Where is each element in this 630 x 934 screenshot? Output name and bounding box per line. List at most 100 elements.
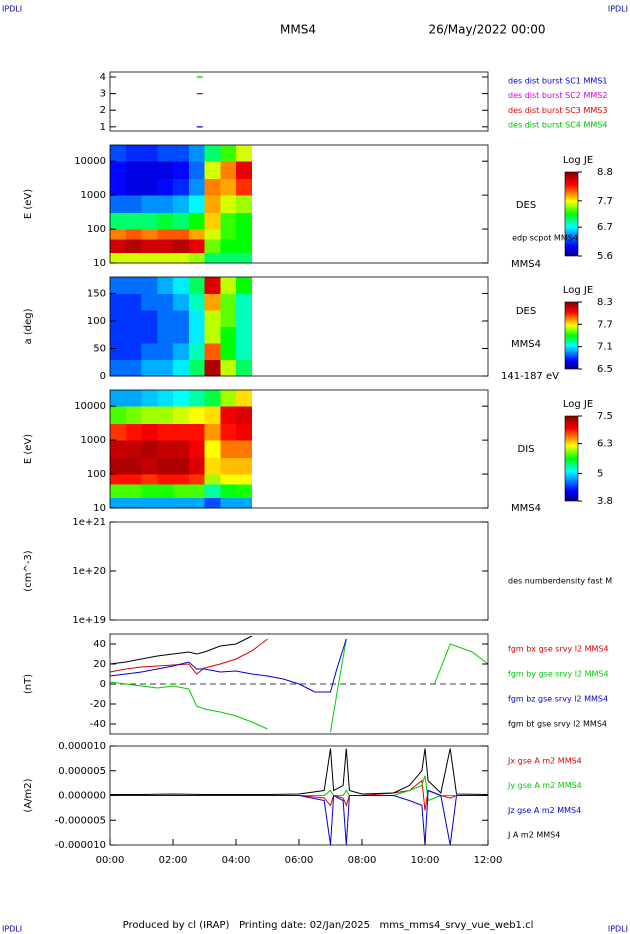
heatmap-cell xyxy=(220,474,237,485)
heatmap-cell xyxy=(236,161,253,180)
heatmap-cell xyxy=(141,423,158,441)
annotation: MMS4 xyxy=(511,503,541,514)
heatmap-cell xyxy=(188,390,205,407)
heatmap-cell xyxy=(125,195,142,214)
heatmap-cell xyxy=(236,293,253,311)
heatmap-cell xyxy=(204,423,221,441)
y-tick-label: 10000 xyxy=(74,401,106,412)
panel-frame xyxy=(109,389,489,509)
heatmap-cell xyxy=(157,484,174,499)
heatmap-cell xyxy=(188,277,205,294)
heatmap-cell xyxy=(110,440,127,459)
heatmap-cell xyxy=(157,359,174,377)
heatmap-cell xyxy=(125,239,142,254)
y-axis-label: a (deg) xyxy=(23,308,34,344)
spacecraft: MMS4 xyxy=(280,23,316,37)
heatmap-cell xyxy=(157,326,174,344)
heatmap-cell xyxy=(110,229,127,240)
heatmap-cell xyxy=(110,239,127,254)
heatmap-cell xyxy=(236,229,253,240)
heatmap-cell xyxy=(188,406,205,425)
y-tick-label: 150 xyxy=(87,289,106,300)
legend-entry: des numberdensity fast M xyxy=(508,576,612,585)
annotation: edp scpot MMS4 xyxy=(512,234,578,243)
y-tick-label: 100 xyxy=(87,316,106,327)
heatmap-cell xyxy=(204,161,221,180)
heatmap-cell xyxy=(125,497,142,509)
heatmap-cell xyxy=(125,229,142,240)
legend-entry: des dist burst SC4 MMS4 xyxy=(508,121,607,130)
heatmap-cell xyxy=(236,212,253,230)
heatmap-cell xyxy=(157,145,174,162)
heatmap-cell xyxy=(110,474,127,485)
heatmap-cell xyxy=(173,252,190,264)
heatmap-cell xyxy=(188,474,205,485)
legend-entry: Jy gse A m2 MMS4 xyxy=(507,781,582,790)
heatmap-cell xyxy=(204,277,221,294)
heatmap-cell xyxy=(110,277,127,294)
heatmap-cell xyxy=(110,497,127,509)
heatmap-cell xyxy=(173,497,190,509)
heatmap-cell xyxy=(110,161,127,180)
x-tick-label: 00:00 xyxy=(96,855,125,866)
date: 26/May/2022 00:00 xyxy=(428,23,545,37)
heatmap-cell xyxy=(157,229,174,240)
heatmap-cell xyxy=(236,406,253,425)
heatmap-cell xyxy=(236,359,253,377)
heatmap-cell xyxy=(173,440,190,459)
heatmap-cell xyxy=(204,497,221,509)
heatmap-cell xyxy=(157,178,174,196)
logo: IPDLI xyxy=(608,925,628,934)
heatmap-cell xyxy=(125,406,142,425)
y-tick-label: 0.000010 xyxy=(58,741,106,752)
colorbar-title: Log JE xyxy=(563,285,593,296)
annotation: DES xyxy=(516,306,536,317)
heatmap-cell xyxy=(141,497,158,509)
heatmap-cell xyxy=(220,195,237,214)
heatmap-cell xyxy=(204,229,221,240)
heatmap-cell xyxy=(125,252,142,264)
heatmap-cell xyxy=(173,178,190,196)
heatmap-cell xyxy=(188,497,205,509)
colorbar-tick-label: 7.5 xyxy=(597,411,613,422)
heatmap-cell xyxy=(220,178,237,196)
heatmap-cell xyxy=(220,359,237,377)
legend-entry: Jz gse A m2 MMS4 xyxy=(507,806,581,815)
y-tick-label: 4 xyxy=(100,72,106,83)
annotation: MMS4 xyxy=(511,339,541,350)
heatmap-cell xyxy=(220,406,237,425)
heatmap-cell xyxy=(157,195,174,214)
heatmap-cell xyxy=(220,212,237,230)
y-tick-label: 100 xyxy=(87,469,106,480)
x-tick-label: 04:00 xyxy=(222,855,251,866)
heatmap-cell xyxy=(236,497,253,509)
colorbar-tick-label: 7.1 xyxy=(597,342,613,353)
heatmap-cell xyxy=(157,310,174,327)
y-tick-label: 10 xyxy=(93,258,106,269)
heatmap-cell xyxy=(204,252,221,264)
legend-entry: J A m2 MMS4 xyxy=(507,831,560,840)
y-tick-label: 100 xyxy=(87,224,106,235)
logo: IPDLI xyxy=(2,5,22,14)
heatmap-cell xyxy=(157,474,174,485)
heatmap-cell xyxy=(173,239,190,254)
y-tick-label: 0 xyxy=(100,371,106,382)
y-tick-label: 1e+19 xyxy=(72,615,106,626)
heatmap-cell xyxy=(236,390,253,407)
heatmap-cell xyxy=(236,178,253,196)
heatmap-cell xyxy=(173,145,190,162)
colorbar-title: Log JE xyxy=(563,399,593,410)
heatmap-cell xyxy=(157,406,174,425)
heatmap-cell xyxy=(141,484,158,499)
colorbar-tick-label: 6.7 xyxy=(597,222,613,233)
heatmap-cell xyxy=(188,440,205,459)
colorbar xyxy=(564,171,579,257)
y-tick-label: -0.000010 xyxy=(55,840,106,851)
y-tick-label: 0 xyxy=(100,679,106,690)
heatmap-cell xyxy=(141,212,158,230)
heatmap-cell xyxy=(141,406,158,425)
heatmap-cell xyxy=(204,239,221,254)
colorbar-tick-label: 3.8 xyxy=(597,496,613,507)
series-line xyxy=(109,638,268,675)
heatmap-cell xyxy=(125,474,142,485)
